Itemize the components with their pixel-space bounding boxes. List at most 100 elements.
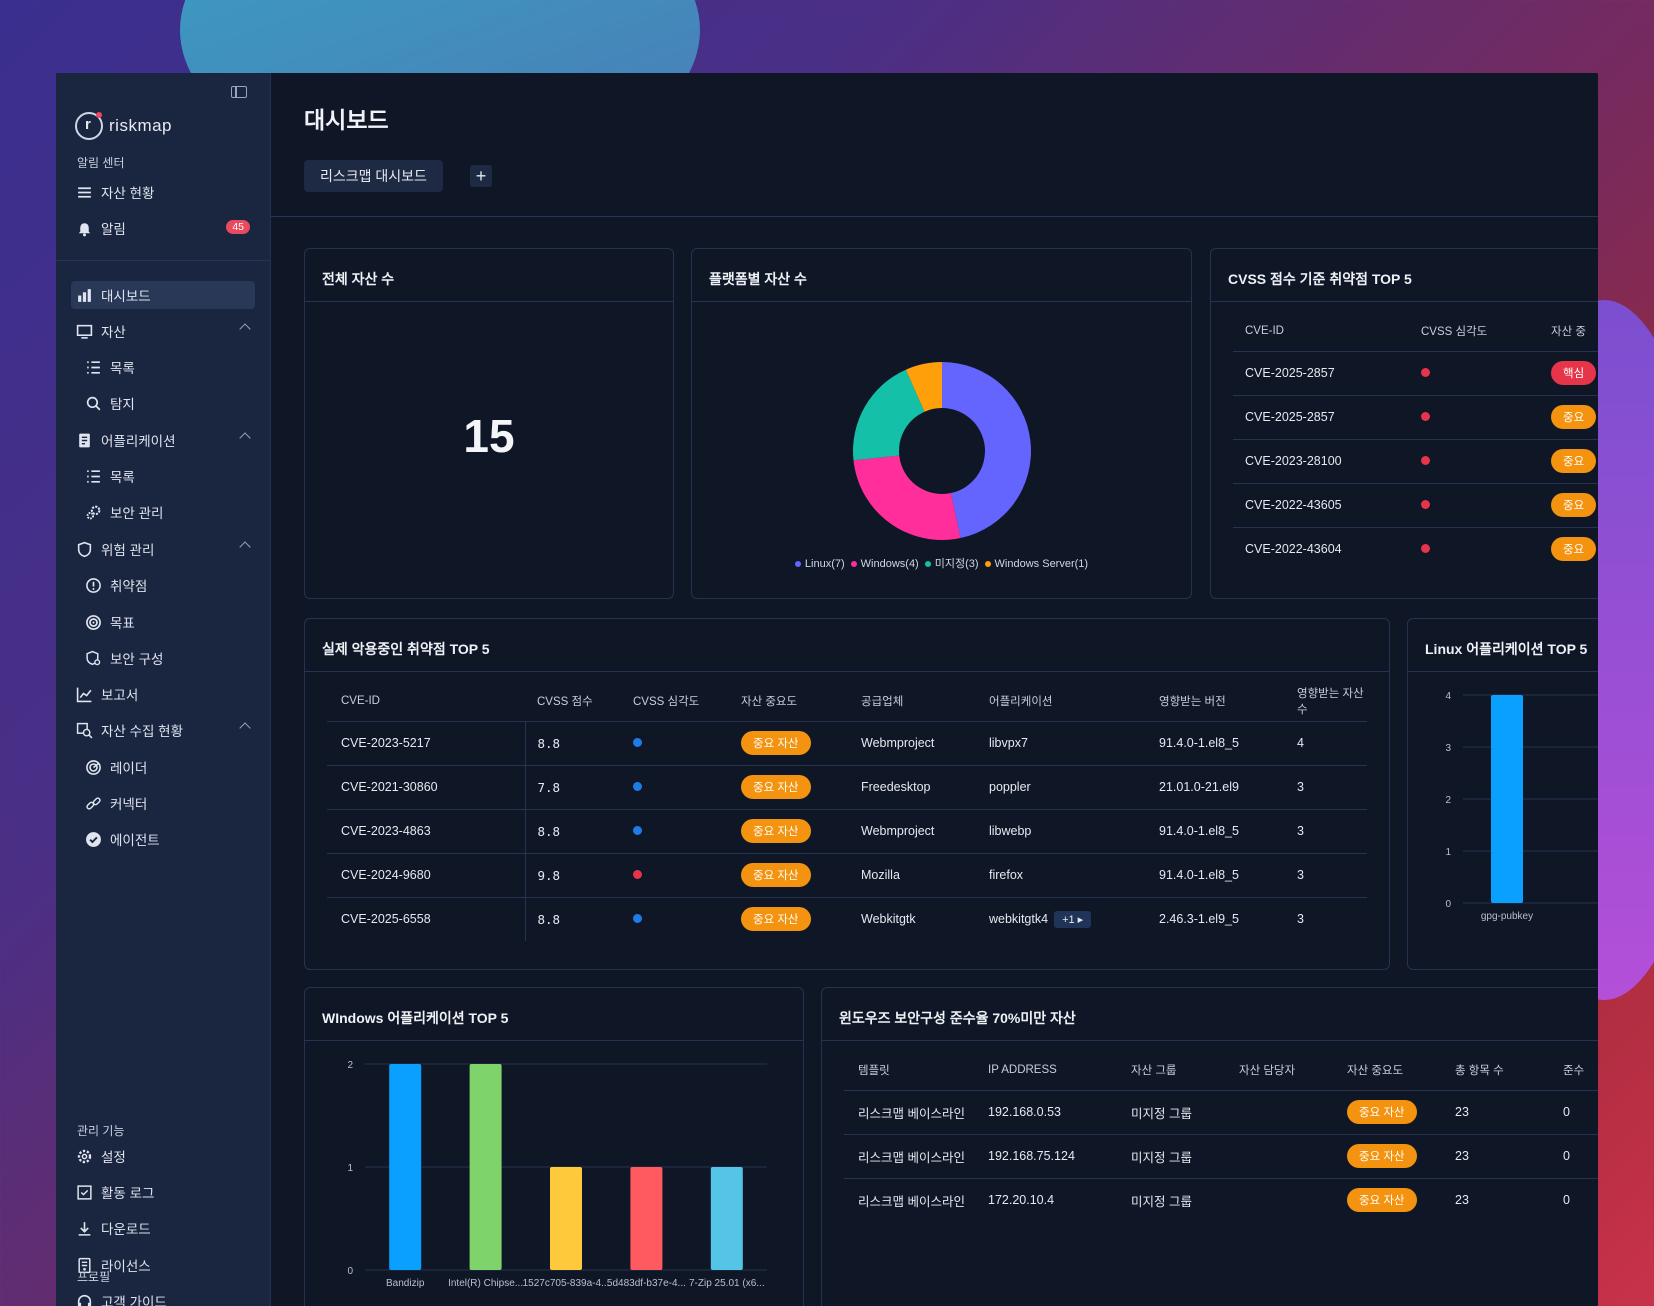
chevron-up-icon[interactable] <box>239 432 251 444</box>
sidebar-item-label: 다운로드 <box>101 1222 151 1237</box>
cve-id-cell: CVE-2025-2857 <box>1233 350 1421 395</box>
legend-item[interactable]: 미지정(3) <box>924 558 979 570</box>
sidebar-item-guide[interactable]: 고객 가이드 <box>71 1287 255 1306</box>
chevron-up-icon[interactable] <box>239 722 251 734</box>
sidebar-item-download[interactable]: 다운로드 <box>71 1214 255 1242</box>
sidebar-item-application[interactable]: 어플리케이션 <box>71 426 255 454</box>
sidebar-item-report[interactable]: 보고서 <box>71 680 255 708</box>
col-header: CVSS 점수 <box>537 695 593 708</box>
card-windows-apps: WIndows 어플리케이션 TOP 5 0 1 2 Bandizip Intel(R)… <box>304 987 804 1306</box>
vendor-cell: Webmproject <box>861 808 989 853</box>
importance-badge: 중요 자산 <box>1347 1100 1417 1124</box>
col-header: CVE-ID <box>1245 324 1284 337</box>
y-tick-label: 1 <box>1445 847 1451 858</box>
bar[interactable] <box>469 1064 502 1270</box>
application-name: poppler <box>989 780 1031 794</box>
sidebar-item-dashboard[interactable]: 대시보드 <box>71 281 255 309</box>
sidebar-item-app-list[interactable]: 목록 <box>80 462 250 490</box>
table-row[interactable]: CVE-2023-28100 중요 <box>1233 438 1598 483</box>
sidebar-item-label: 에이전트 <box>110 833 160 848</box>
sidebar-item-risk[interactable]: 위험 관리 <box>71 535 255 563</box>
severity-cell <box>1421 482 1551 527</box>
bar[interactable] <box>710 1167 743 1270</box>
table-row[interactable]: CVE-2025-2857 핵심 <box>1233 350 1598 395</box>
sidebar-item-target[interactable]: 목표 <box>80 608 250 636</box>
donut-slice[interactable] <box>853 455 961 540</box>
cve-id-cell: CVE-2022-43604 <box>1233 526 1421 571</box>
application-name: firefox <box>989 868 1024 882</box>
card-divider <box>692 301 1191 302</box>
table-row[interactable]: 리스크맵 베이스라인 192.168.75.124 미지정 그룹 중요 자산 23 0 <box>844 1133 1598 1178</box>
card-title: WIndows 어플리케이션 TOP 5 <box>322 1010 509 1026</box>
legend-dot-icon <box>794 561 801 568</box>
legend-item[interactable]: Linux(7) <box>794 558 845 570</box>
cve-id-cell: CVE-2024-9680 <box>327 852 526 897</box>
sidebar-item-app-security[interactable]: 보안 관리 <box>80 498 250 526</box>
group-cell: 미지정 그룹 <box>1131 1177 1239 1222</box>
importance-badge: 중요 자산 <box>741 863 811 887</box>
table-row[interactable]: 리스크맵 베이스라인 172.20.10.4 미지정 그룹 중요 자산 23 0 <box>844 1177 1598 1222</box>
table-row[interactable]: CVE-2023-5217 8.8 중요 자산 Webmproject libvpx7 9… <box>327 720 1367 765</box>
sidebar-item-collect[interactable]: 자산 수집 현황 <box>71 716 255 744</box>
sidebar-item-alerts[interactable]: 알림 45 <box>71 214 255 242</box>
table-row[interactable]: CVE-2025-6558 8.8 중요 자산 Webkitgtk webkitgtk4… <box>327 896 1367 941</box>
application-cell: libvpx7 <box>989 720 1159 765</box>
sidebar-item-asset-status[interactable]: 자산 현황 <box>71 178 255 206</box>
monitor-icon <box>76 323 93 340</box>
sidebar-item-label: 보안 관리 <box>110 506 164 521</box>
logo[interactable]: riskmap <box>75 112 172 140</box>
sidebar-item-activity[interactable]: 활동 로그 <box>71 1178 255 1206</box>
table-row[interactable]: CVE-2022-43605 중요 <box>1233 482 1598 527</box>
sidebar-item-label: 어플리케이션 <box>101 434 176 449</box>
sidebar-item-settings[interactable]: 설정 <box>71 1142 255 1170</box>
chevron-up-icon[interactable] <box>239 541 251 553</box>
sidebar-item-label: 자산 <box>101 325 126 340</box>
add-tab-button[interactable]: + <box>470 165 492 187</box>
table-row[interactable]: CVE-2025-2857 중요 <box>1233 394 1598 439</box>
table-row[interactable]: CVE-2022-43604 중요 <box>1233 526 1598 571</box>
importance-cell: 중요 자산 <box>1347 1133 1455 1178</box>
donut-slice[interactable] <box>853 369 925 461</box>
tab-riskmap-dashboard[interactable]: 리스크맵 대시보드 <box>304 160 443 192</box>
chevron-up-icon[interactable] <box>239 323 251 335</box>
importance-badge: 중요 자산 <box>1347 1144 1417 1168</box>
table-row[interactable]: CVE-2023-4863 8.8 중요 자산 Webmproject libwebp 9… <box>327 808 1367 853</box>
sidebar-item-radar[interactable]: 레이더 <box>80 753 250 781</box>
owner-cell <box>1239 1133 1347 1178</box>
severity-cell <box>1421 438 1551 483</box>
sidebar-collapse-icon[interactable] <box>231 86 247 98</box>
sidebar-item-sec-config[interactable]: 보안 구성 <box>80 644 250 672</box>
bar[interactable] <box>550 1167 582 1270</box>
sidebar-item-label: 대시보드 <box>101 289 151 304</box>
sidebar-item-label: 보안 구성 <box>110 652 164 667</box>
sidebar-item-agent[interactable]: 에이전트 <box>80 825 250 853</box>
shield-icon <box>76 541 93 558</box>
col-header: IP ADDRESS <box>988 1063 1057 1076</box>
table-row[interactable]: CVE-2021-30860 7.8 중요 자산 Freedesktop poppler… <box>327 764 1367 809</box>
card-divider <box>822 1040 1598 1041</box>
legend-item[interactable]: Windows Server(1) <box>984 558 1088 570</box>
col-header: 영향받는 자산 수 <box>1297 687 1364 716</box>
compliant-cell: 0 <box>1563 1177 1598 1222</box>
donut-slice[interactable] <box>905 362 942 412</box>
table-row[interactable]: CVE-2024-9680 9.8 중요 자산 Mozilla firefox 91.4.… <box>327 852 1367 897</box>
importance-badge: 중요 자산 <box>1347 1188 1417 1213</box>
sidebar-item-asset-detect[interactable]: 탐지 <box>80 389 250 417</box>
affected-count-cell: 3 <box>1297 896 1367 941</box>
donut-slice[interactable] <box>942 362 1031 539</box>
sidebar-item-asset[interactable]: 자산 <box>71 317 255 345</box>
severity-cell <box>633 896 741 941</box>
sidebar-item-asset-list[interactable]: 목록 <box>80 353 250 381</box>
table-row[interactable]: 리스크맵 베이스라인 192.168.0.53 미지정 그룹 중요 자산 23 0 <box>844 1089 1598 1134</box>
bar[interactable] <box>1491 695 1523 903</box>
sidebar-item-license[interactable]: 라이선스 <box>71 1251 255 1279</box>
card-title: 플랫폼별 자산 수 <box>709 271 807 287</box>
bar[interactable] <box>630 1167 663 1270</box>
bar[interactable] <box>389 1064 422 1270</box>
more-apps-button[interactable]: +1 ▸ <box>1054 910 1092 928</box>
logo-mark-icon <box>75 112 103 140</box>
importance-cell: 중요 자산 <box>741 764 861 809</box>
legend-item[interactable]: Windows(4) <box>850 558 919 570</box>
sidebar-item-connector[interactable]: 커넥터 <box>80 789 250 817</box>
sidebar-item-vuln[interactable]: 취약점 <box>80 571 250 599</box>
